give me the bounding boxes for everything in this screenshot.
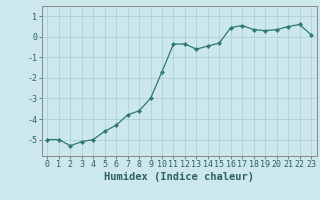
X-axis label: Humidex (Indice chaleur): Humidex (Indice chaleur) bbox=[104, 172, 254, 182]
